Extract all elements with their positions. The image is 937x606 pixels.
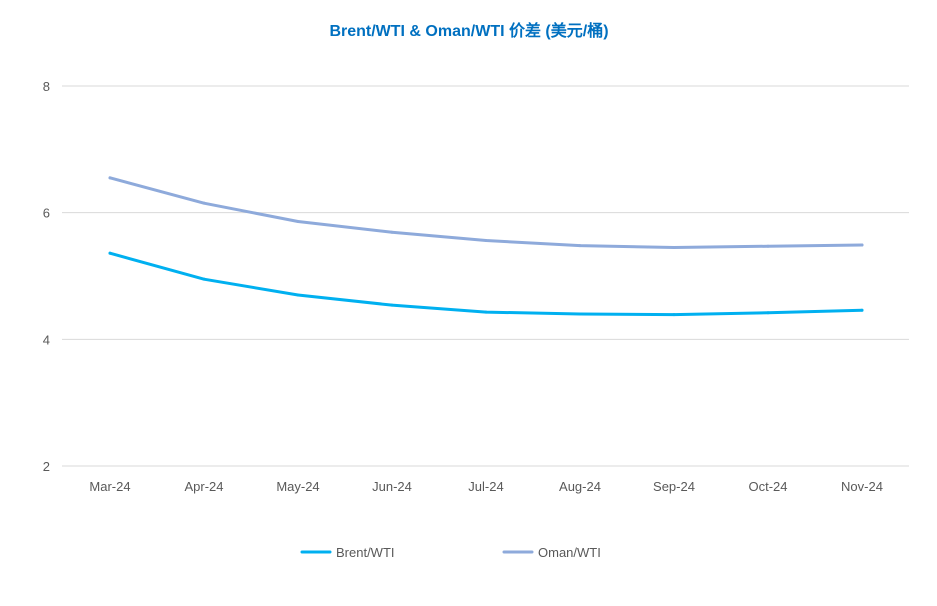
series-line [108, 251, 864, 317]
data-point [860, 243, 864, 247]
data-point [202, 201, 206, 205]
x-tick-label: May-24 [276, 479, 319, 494]
data-point [484, 310, 488, 314]
y-tick-label: 2 [43, 459, 50, 474]
data-point [108, 251, 112, 255]
data-point [296, 220, 300, 224]
data-point [296, 293, 300, 297]
x-tick-label: Jun-24 [372, 479, 412, 494]
x-tick-label: Oct-24 [748, 479, 787, 494]
data-point [672, 246, 676, 249]
data-point [202, 277, 206, 281]
x-tick-label: Nov-24 [841, 479, 883, 494]
y-tick-label: 4 [43, 332, 50, 347]
gridlines [62, 85, 909, 467]
legend: Brent/WTI Oman/WTI [300, 545, 601, 560]
series-oman-wti [108, 176, 864, 249]
data-point [484, 239, 488, 243]
legend-item: Oman/WTI [502, 545, 601, 560]
series-lines [108, 176, 864, 317]
x-tick-label: Apr-24 [184, 479, 223, 494]
y-tick-label: 6 [43, 206, 50, 221]
legend-item: Brent/WTI [300, 545, 395, 560]
data-point [766, 311, 770, 315]
data-point [860, 308, 864, 312]
data-point [672, 313, 676, 317]
legend-label: Oman/WTI [538, 545, 601, 560]
data-point [108, 176, 112, 180]
data-point [390, 230, 394, 234]
data-point [390, 303, 394, 307]
series-brent-wti [108, 251, 864, 317]
data-point [766, 244, 770, 248]
y-axis-labels: 2 4 6 8 [43, 79, 50, 474]
x-tick-label: Sep-24 [653, 479, 695, 494]
y-tick-label: 8 [43, 79, 50, 94]
x-tick-label: Aug-24 [559, 479, 601, 494]
data-point [578, 244, 582, 248]
legend-label: Brent/WTI [336, 545, 395, 560]
x-axis-labels: Mar-24 Apr-24 May-24 Jun-24 Jul-24 Aug-24 Sep-… [89, 479, 883, 494]
data-point [578, 312, 582, 316]
x-tick-label: Mar-24 [89, 479, 130, 494]
chart-title: Brent/WTI & Oman/WTI 价差 (美元/桶) [329, 21, 608, 40]
x-tick-label: Jul-24 [468, 479, 503, 494]
